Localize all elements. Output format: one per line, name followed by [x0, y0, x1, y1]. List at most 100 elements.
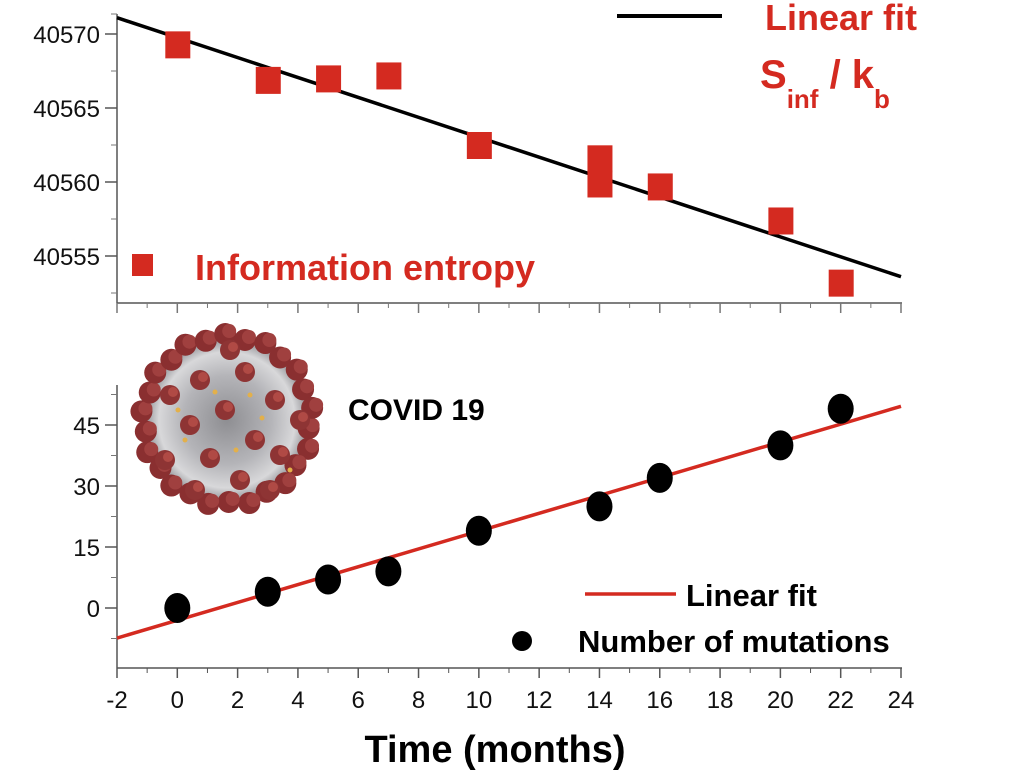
virus-spike	[143, 422, 157, 436]
virus-spike	[223, 402, 233, 412]
mutation-data-point	[828, 394, 854, 424]
x-tick-label: 10	[465, 687, 492, 714]
top-y-tick-label: 40565	[33, 96, 100, 123]
entropy-data-point	[376, 62, 401, 89]
virus-spike	[242, 330, 256, 344]
entropy-data-point	[768, 207, 793, 234]
virus-spike	[278, 447, 288, 457]
virus-spike	[198, 372, 208, 382]
virus-spike	[262, 333, 276, 347]
virus-spike	[138, 401, 152, 415]
covid-19-label: COVID 19	[348, 394, 485, 427]
virus-dot	[176, 408, 181, 413]
mutation-data-point	[164, 593, 190, 623]
symbol-k: / k	[818, 53, 874, 97]
x-tick-label: 22	[827, 687, 854, 714]
virus-spike	[268, 482, 278, 492]
entropy-data-point	[316, 65, 341, 92]
virus-spike	[222, 324, 236, 338]
virus-spike	[168, 387, 178, 397]
x-tick-label: 12	[526, 687, 553, 714]
coronavirus-image	[130, 323, 323, 515]
chart: 40555 40560 40565 40570 Linear fit Sinf / k…	[0, 0, 1024, 780]
entropy-data-point	[587, 145, 612, 172]
top-y-tick-label: 40570	[33, 22, 100, 49]
x-tick-label: 6	[352, 687, 365, 714]
entropy-data-point	[587, 170, 612, 197]
virus-dot	[183, 438, 188, 443]
virus-spike	[205, 494, 219, 508]
x-tick-label: -2	[106, 687, 127, 714]
mutation-data-point	[586, 491, 612, 521]
virus-dot	[213, 390, 218, 395]
virus-spike	[208, 450, 218, 460]
bottom-y-tick-label: 30	[73, 474, 100, 501]
symbol-s: S	[760, 53, 787, 97]
entropy-data-point	[165, 31, 190, 58]
top-y-tick-label: 40555	[33, 244, 100, 271]
mutation-data-point	[315, 565, 341, 595]
x-tick-label: 14	[586, 687, 613, 714]
x-axis-title: Time (months)	[364, 729, 625, 771]
virus-dot	[234, 448, 239, 453]
virus-spike	[188, 417, 198, 427]
bottom-y-tick-label: 15	[73, 535, 100, 562]
virus-spike	[305, 439, 319, 453]
legend-entropy-marker	[132, 254, 153, 276]
mutation-data-point	[375, 556, 401, 586]
virus-spike	[300, 379, 314, 393]
entropy-data-point	[829, 270, 854, 297]
legend-entropy-symbol: Sinf / kb	[760, 53, 890, 114]
mutations-legend: Linear fit Number of mutations	[512, 578, 890, 659]
virus-spike	[168, 476, 182, 490]
entropy-data-point	[467, 132, 492, 159]
entropy-data-point	[256, 67, 281, 94]
virus-spike	[292, 455, 306, 469]
legend-mutations-label: Number of mutations	[578, 624, 890, 659]
virus-spike	[228, 342, 238, 352]
legend-fit-label: Linear fit	[765, 0, 917, 38]
top-y-tick-label: 40560	[33, 170, 100, 197]
virus-spike	[253, 432, 263, 442]
virus-dot	[248, 393, 253, 398]
virus-spike	[282, 473, 296, 487]
x-tick-label: 16	[646, 687, 673, 714]
legend-entropy-label: Information entropy	[195, 247, 535, 288]
virus-spike	[243, 364, 253, 374]
virus-spike	[298, 412, 308, 422]
virus-spike	[226, 492, 240, 506]
mutation-data-point	[255, 577, 281, 607]
virus-spike	[182, 335, 196, 349]
virus-spike	[238, 472, 248, 482]
bottom-y-tick-label: 0	[87, 596, 100, 623]
subscript-inf: inf	[787, 84, 819, 114]
x-tick-label: 8	[412, 687, 425, 714]
entropy-panel: 40555 40560 40565 40570 Linear fit Sinf / k…	[33, 0, 917, 313]
virus-spike	[163, 452, 173, 462]
virus-spike	[193, 482, 203, 492]
mutation-data-point	[647, 463, 673, 493]
virus-dot	[288, 468, 293, 473]
x-tick-label: 18	[707, 687, 734, 714]
mutations-panel: 0153045 -2024681012141618202224 COVID 19…	[73, 323, 914, 771]
virus-spike	[246, 493, 260, 507]
x-tick-label: 20	[767, 687, 794, 714]
legend-mutations-marker	[512, 631, 532, 651]
x-tick-label: 4	[291, 687, 304, 714]
virus-spike	[147, 383, 161, 397]
mutation-data-point	[767, 430, 793, 460]
subscript-b: b	[874, 84, 890, 114]
entropy-data-point	[648, 173, 673, 200]
virus-spike	[309, 398, 323, 412]
virus-dot	[260, 416, 265, 421]
virus-spike	[277, 348, 291, 362]
mutation-data-point	[466, 516, 492, 546]
x-tick-label: 24	[888, 687, 915, 714]
bottom-y-tick-label: 45	[73, 413, 100, 440]
virus-spike	[294, 360, 308, 374]
x-tick-label: 2	[231, 687, 244, 714]
x-tick-label: 0	[171, 687, 184, 714]
legend-fit-label: Linear fit	[686, 578, 817, 613]
virus-spike	[273, 392, 283, 402]
virus-spike	[144, 442, 158, 456]
